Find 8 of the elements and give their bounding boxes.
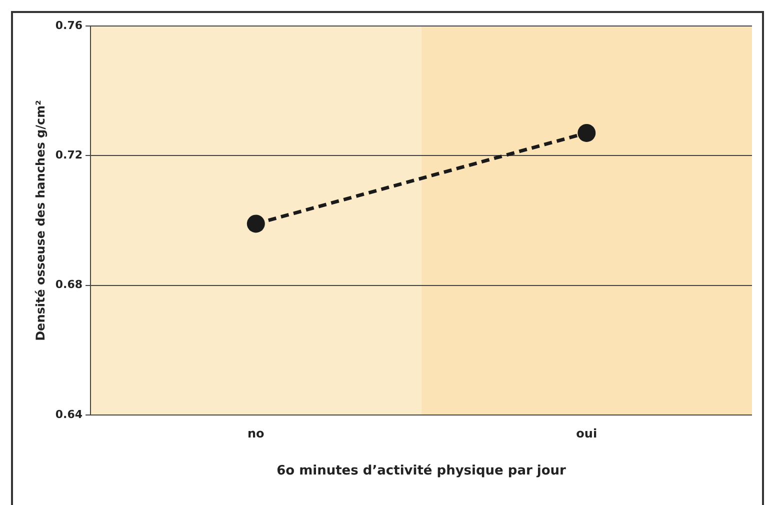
y-tick-label: 0.64 [55,408,83,421]
y-tick-label: 0.68 [55,278,83,292]
y-tick-label: 0.72 [55,148,83,162]
x-tick-label: oui [576,426,598,440]
x-axis-title: 6o minutes d’activité physique par jour [276,464,567,479]
y-tick-label: 0.76 [55,18,83,32]
y-axis-title: Densité osseuse des hanches g/cm² [33,100,48,341]
x-tick-label: no [248,426,264,440]
